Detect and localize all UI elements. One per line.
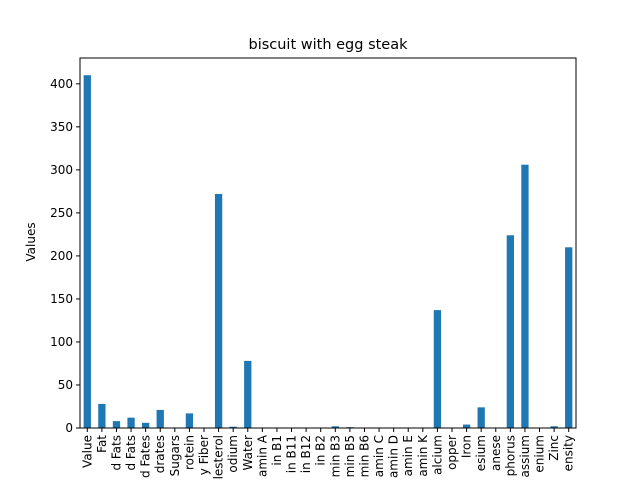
x-tick-label: amin C (372, 435, 386, 477)
x-tick-label: Water (241, 435, 255, 471)
x-ticks-group: Value Fat d Fats d Fats d Fates drates Sugars r… (80, 428, 576, 479)
x-tick-label: amin K (416, 434, 430, 477)
bar (142, 422, 150, 428)
bar (185, 413, 194, 428)
x-tick-label: lesterol (212, 435, 226, 479)
bar (433, 310, 442, 428)
y-ticks-group: 0 50 100 150 200 250 300 350 400 (50, 77, 80, 435)
y-axis-label: Values (24, 222, 38, 261)
x-tick-label: d Fats (124, 435, 138, 471)
x-tick-label: Fat (95, 435, 109, 453)
x-tick-label: min B3 (328, 435, 342, 477)
x-tick-label: drates (153, 435, 167, 473)
x-tick-label: phorus (503, 435, 517, 476)
bar (565, 247, 573, 428)
plot-frame (79, 57, 577, 429)
bar (477, 407, 485, 428)
x-tick-label: d Fates (139, 435, 153, 478)
y-tick-label: 100 (50, 335, 73, 349)
bars-group (83, 75, 573, 429)
x-tick-label: in B1 (270, 435, 284, 466)
bar (83, 75, 91, 429)
bar (98, 403, 106, 428)
bar (331, 426, 339, 428)
y-tick-label: 200 (50, 249, 73, 263)
x-tick-label: anese (489, 435, 503, 471)
x-tick-label: y Fiber (197, 435, 211, 475)
y-tick-label: 300 (50, 163, 73, 177)
bar (229, 426, 237, 428)
x-tick-label: opper (445, 435, 459, 470)
x-tick-label: in B11 (285, 435, 299, 473)
chart-title: biscuit with egg steak (248, 37, 408, 53)
x-tick-label: min B6 (357, 435, 371, 477)
y-tick-label: 150 (50, 292, 73, 306)
y-tick-label: 0 (65, 421, 73, 435)
x-tick-label: alcium (430, 435, 444, 475)
x-tick-label: in B2 (314, 435, 328, 466)
x-tick-label: esium (474, 435, 488, 471)
x-tick-label: ensity (562, 435, 576, 471)
bar (127, 417, 135, 428)
y-tick-label: 50 (58, 378, 73, 392)
bar (521, 164, 529, 428)
x-tick-label: Sugars (168, 435, 182, 476)
bar (506, 235, 514, 428)
y-tick-label: 400 (50, 77, 73, 91)
x-tick-label: in B12 (299, 435, 313, 473)
y-tick-label: 250 (50, 206, 73, 220)
x-tick-label: Value (80, 435, 94, 468)
x-tick-label: odium (226, 435, 240, 473)
x-tick-label: Zinc (547, 435, 561, 461)
x-tick-label: amin A (255, 434, 269, 477)
bar (156, 409, 164, 428)
bar (244, 360, 252, 428)
x-tick-label: rotein (182, 435, 196, 470)
x-tick-label: enium (533, 435, 547, 473)
x-tick-label: amin D (387, 435, 401, 478)
x-tick-label: assium (518, 435, 532, 478)
x-tick-label: d Fats (109, 435, 123, 471)
x-tick-label: min B5 (343, 435, 357, 477)
bar (550, 426, 558, 428)
x-tick-label: amin E (401, 435, 415, 476)
x-tick-label: Iron (460, 435, 474, 458)
bar (462, 424, 471, 428)
bar (214, 193, 223, 428)
y-tick-label: 350 (50, 120, 73, 134)
bar (112, 421, 121, 428)
